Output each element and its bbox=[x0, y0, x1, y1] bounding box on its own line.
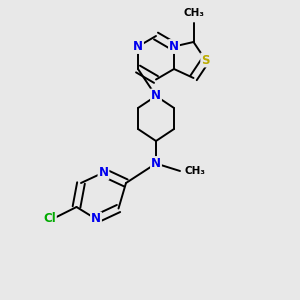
Text: N: N bbox=[169, 40, 179, 53]
Text: N: N bbox=[151, 157, 161, 170]
Text: N: N bbox=[133, 40, 143, 53]
Text: N: N bbox=[91, 212, 101, 226]
Text: Cl: Cl bbox=[43, 212, 56, 226]
Text: S: S bbox=[201, 53, 210, 67]
Text: N: N bbox=[151, 89, 161, 103]
Text: N: N bbox=[98, 166, 109, 179]
Text: CH₃: CH₃ bbox=[183, 8, 204, 18]
Text: CH₃: CH₃ bbox=[184, 166, 206, 176]
